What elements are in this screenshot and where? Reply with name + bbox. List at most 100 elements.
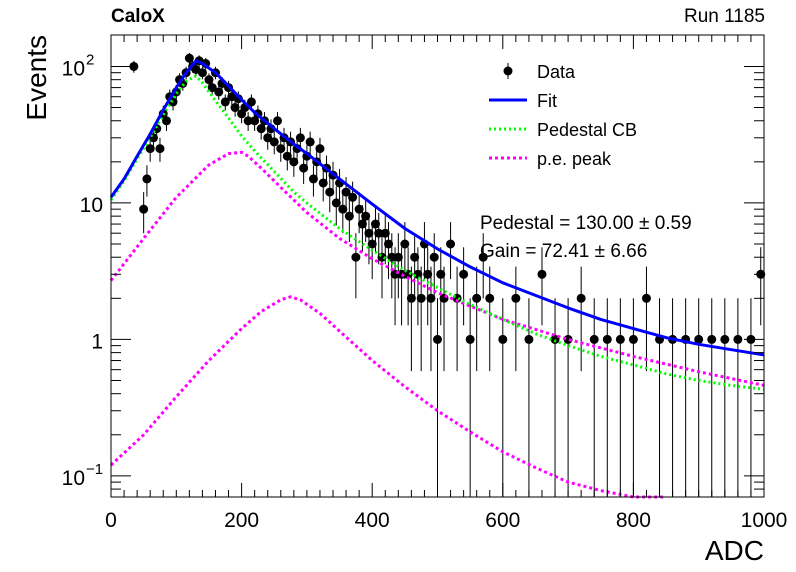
data-point [269,137,279,147]
data-point [129,61,139,71]
data-point [498,334,508,344]
data-point [338,204,348,214]
data-point [276,144,286,154]
fit-curves [109,59,765,499]
data-point [384,239,394,249]
data-point [318,178,328,188]
data-point [707,334,717,344]
data-point [155,144,165,154]
data-point [410,252,420,262]
data-point [429,252,439,262]
data-point [139,204,149,214]
data-point [344,211,354,221]
data-point [214,87,224,97]
data-point [341,187,351,197]
legend-label: Data [537,62,576,82]
data-point [641,293,651,303]
data-point [563,334,573,344]
data-point [142,174,152,184]
data-point [295,133,305,143]
data-point [207,83,217,93]
data-point [354,204,364,214]
legend-label: p.e. peak [537,149,612,169]
data-point [243,116,253,126]
data-point [589,334,599,344]
fit-result-text: Gain = 72.41 ± 6.66 [480,241,647,262]
data-point [459,269,469,279]
data-point [694,334,704,344]
data-point [246,97,256,107]
run-label: Run 1185 [684,6,765,27]
data-point [204,75,214,85]
data-point [308,174,318,184]
legend: Data Fit Pedestal CB p.e. peak [489,62,637,169]
x-tick-label: 1000 [741,509,788,532]
data-point [364,228,374,238]
data-point [348,192,358,202]
data-point [351,252,361,262]
data-point [162,116,172,126]
legend-marker [503,66,513,76]
y-tick-exponent: −1 [86,461,103,478]
data-point [380,228,390,238]
data-point [145,144,155,154]
data-point [393,252,403,262]
data-point [315,144,325,154]
data-point [576,293,586,303]
legend-label: Pedestal CB [537,120,637,140]
x-tick-label: 0 [105,509,117,532]
data-point [374,228,384,238]
data-point [325,187,335,197]
data-point [361,211,371,221]
data-point [436,269,446,279]
data-point [299,163,309,173]
data-point [720,334,730,344]
pedestal-cb-curve [109,74,765,391]
data-point [406,293,416,303]
fit-curve [109,59,765,357]
data-point [263,133,273,143]
data-point [197,68,207,78]
data-point [233,94,243,104]
annotations: Pedestal = 130.00 ± 0.59 Gain = 72.41 ± 6… [480,213,692,262]
data-point [250,116,260,126]
x-tick-label: 800 [616,509,651,532]
x-tick-label: 600 [485,509,520,532]
y-tick-label: 1 [91,330,103,353]
p-e-peak-curve [109,150,765,387]
data-point [485,293,495,303]
data-point [511,293,521,303]
data-point [220,97,230,107]
data-point [305,137,315,147]
data-point [628,334,638,344]
y-tick-label: 10 [80,194,103,217]
data-point [615,334,625,344]
data-point [331,198,341,208]
y-tick-label: 10 [62,57,85,80]
data-point [465,334,475,344]
y-axis-label: Events [21,35,52,121]
y-tick-exponent: 2 [86,51,94,68]
data-point [367,239,377,249]
experiment-label: CaloX [111,6,165,27]
data-point [370,219,380,229]
data-point [426,293,436,303]
data-point [433,334,442,344]
data-point [423,269,433,279]
data-series [129,52,766,497]
data-point [282,151,292,161]
data-point [602,334,612,344]
data-point [289,157,299,167]
data-point [413,269,423,279]
data-point [446,239,456,249]
x-tick-label: 400 [355,509,390,532]
data-point [357,219,367,229]
data-point [400,239,410,249]
data-point [472,293,482,303]
data-point [184,53,194,63]
x-axis-label: ADC [705,535,764,566]
data-point [478,252,488,262]
data-point [733,334,743,344]
data-point [537,269,547,279]
